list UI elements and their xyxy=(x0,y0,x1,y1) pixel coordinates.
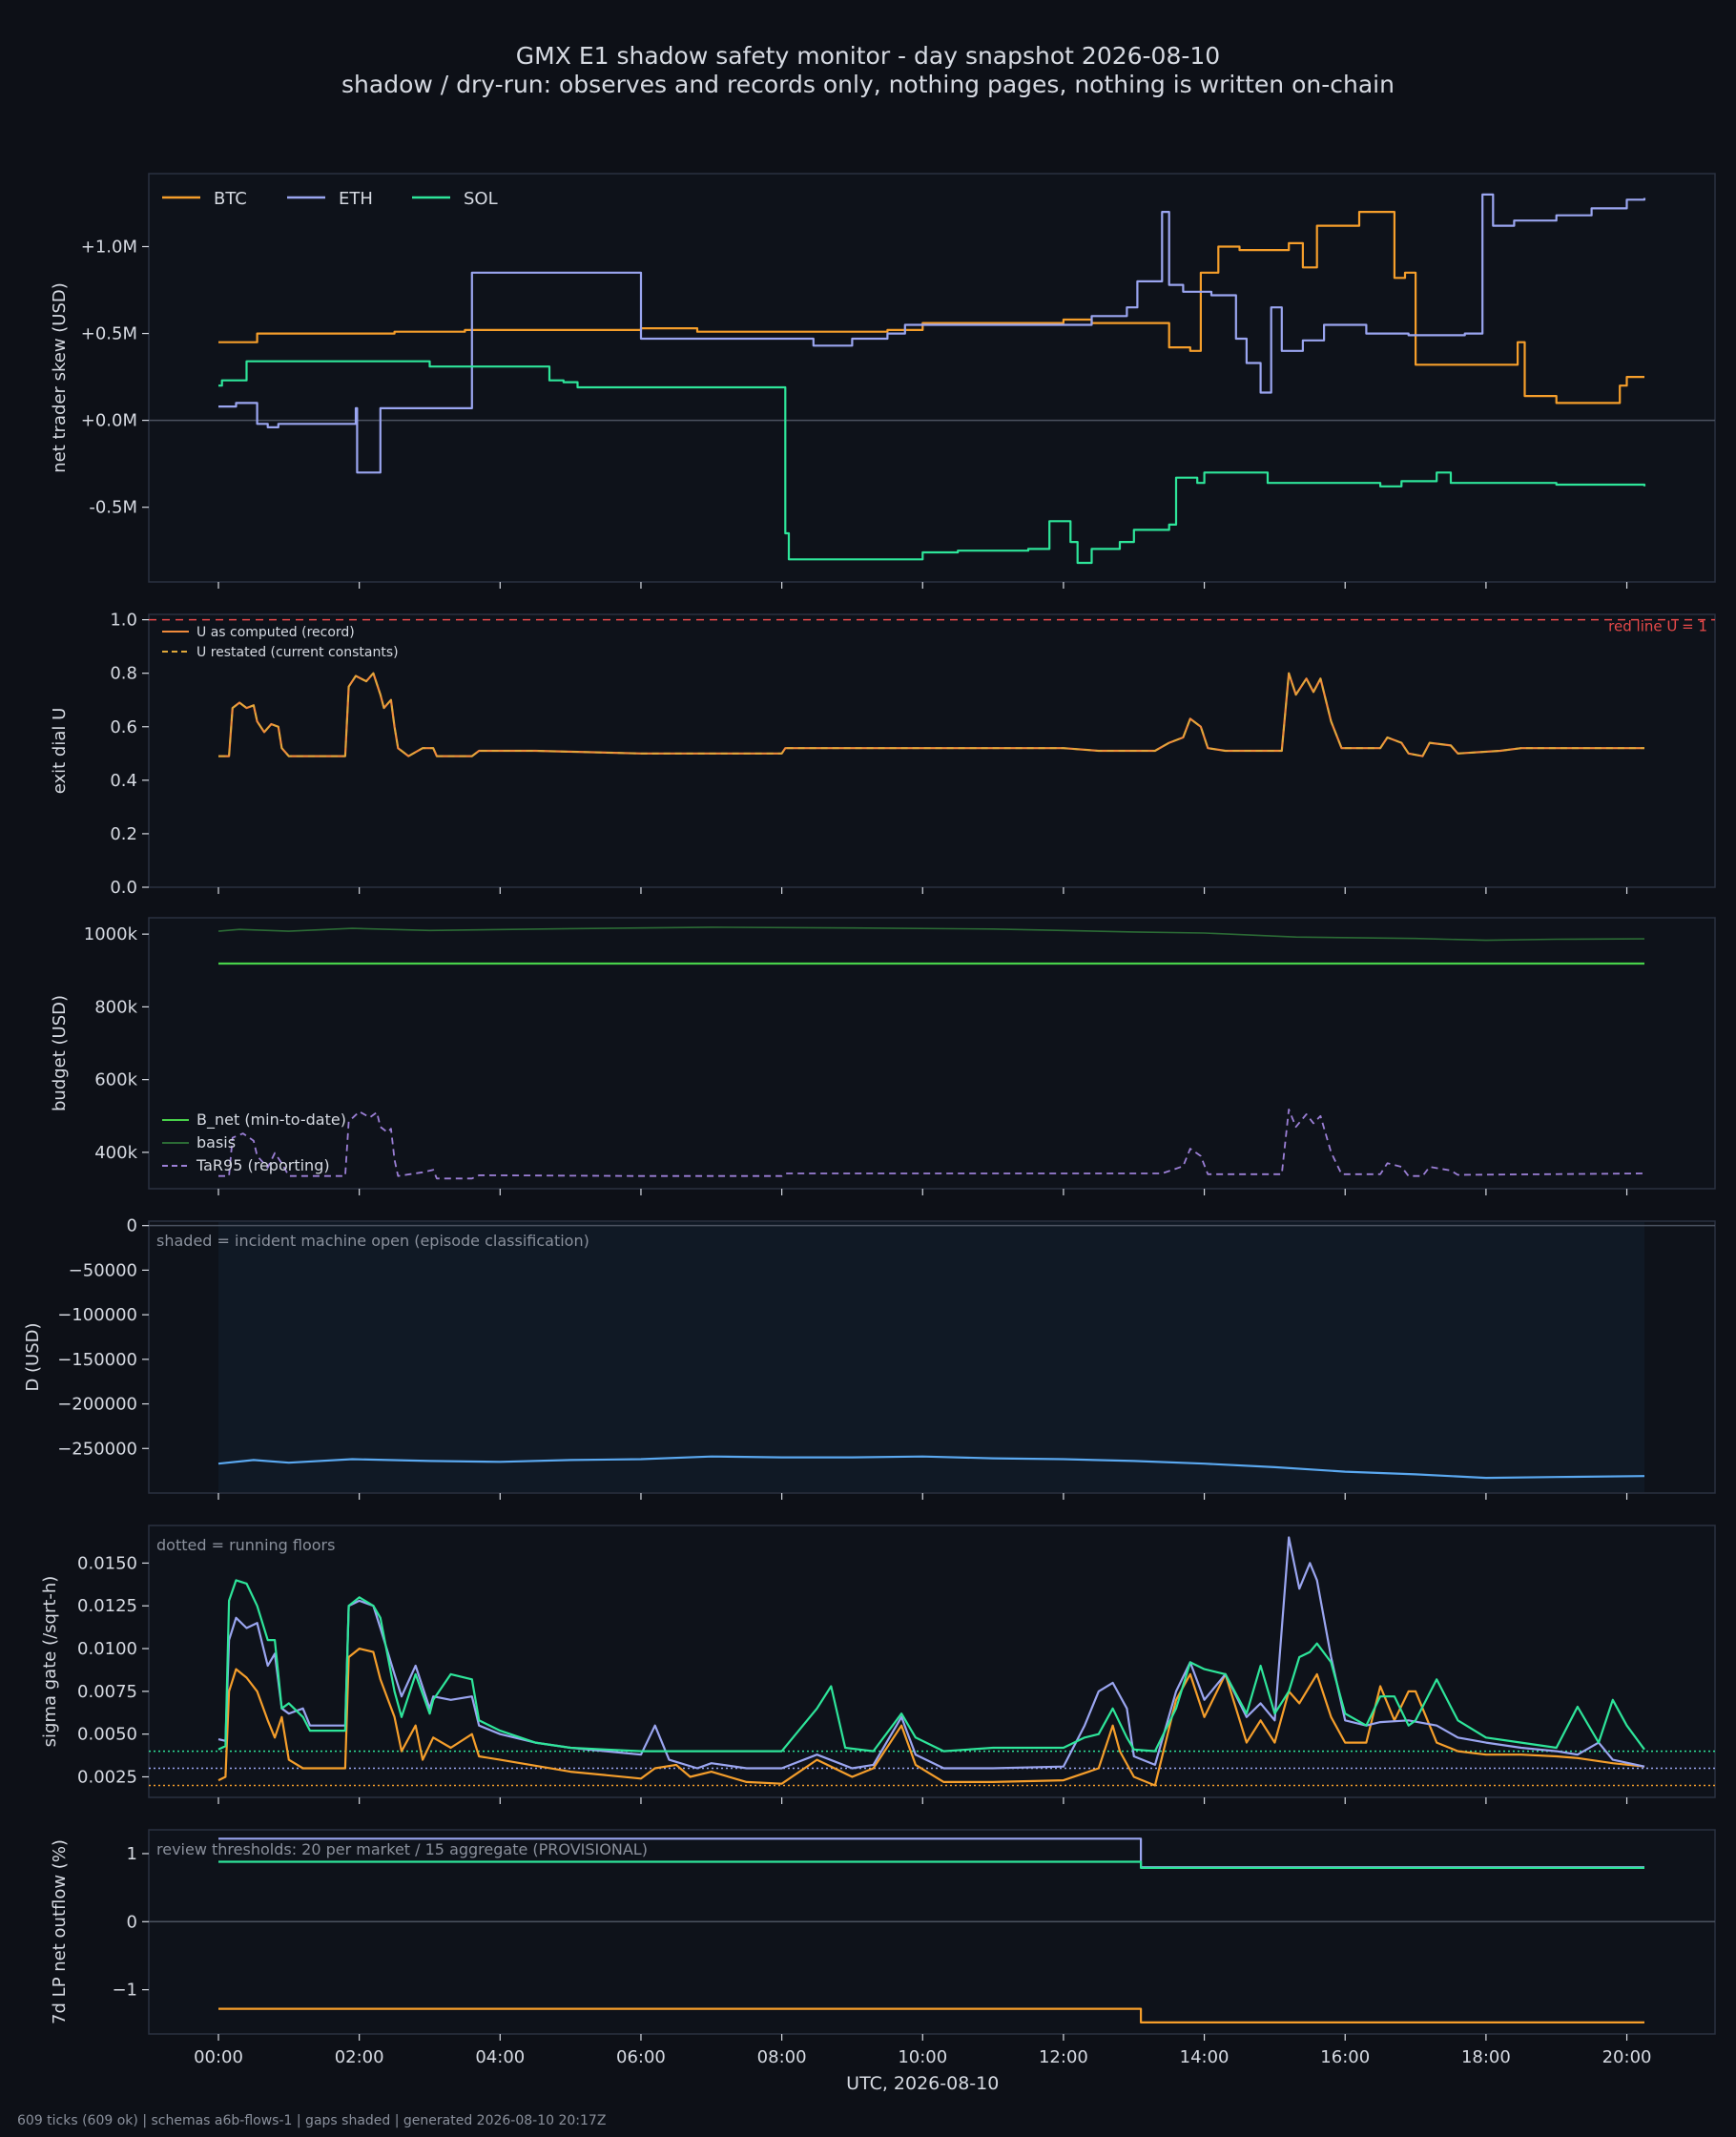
y-axis-label: sigma gate (/sqrt-h) xyxy=(40,1576,60,1748)
y-tick-label: +1.0M xyxy=(81,237,137,257)
y-tick-label: 0.0 xyxy=(110,878,137,898)
chart-title: GMX E1 shadow safety monitor - day snaps… xyxy=(515,42,1221,70)
annotation: dotted = running floors xyxy=(156,1536,335,1554)
panel-lp_outflow: 1 0 −1 7d LP net outflow (%) review threshol… xyxy=(50,1829,1716,2094)
y-tick-label: 600k xyxy=(94,1070,137,1090)
y-tick-label: −250000 xyxy=(57,1439,137,1459)
x-tick-label: 16:00 xyxy=(1320,2047,1370,2067)
series-line-sol xyxy=(218,1860,1644,1869)
y-tick-label: −50000 xyxy=(69,1260,137,1280)
y-tick-label: +0.0M xyxy=(81,411,137,431)
y-axis-label: D (USD) xyxy=(23,1322,43,1391)
x-tick-label: 18:00 xyxy=(1461,2047,1511,2067)
legend-label: BTC xyxy=(214,189,247,209)
x-tick-label: 10:00 xyxy=(898,2047,947,2067)
y-tick-label: 1 xyxy=(127,1844,137,1864)
legend-label: TaR95 (reporting) xyxy=(196,1156,330,1174)
x-tick-label: 02:00 xyxy=(335,2047,384,2067)
plot-area xyxy=(148,917,1716,1190)
y-tick-label: +0.5M xyxy=(81,324,137,344)
y-tick-label: 0.6 xyxy=(110,717,137,737)
y-axis-label: exit dial U xyxy=(50,708,70,795)
y-tick-label: 0.8 xyxy=(110,664,137,684)
y-tick-label: -0.5M xyxy=(89,498,137,518)
x-tick-label: 20:00 xyxy=(1602,2047,1652,2067)
legend-label: ETH xyxy=(339,189,373,209)
y-tick-label: −200000 xyxy=(57,1395,137,1415)
x-tick-label: 14:00 xyxy=(1180,2047,1230,2067)
y-tick-label: −1 xyxy=(112,1981,137,2001)
plot-area xyxy=(148,1525,1716,1798)
legend-label: B_net (min-to-date) xyxy=(196,1110,346,1130)
series-line-sol xyxy=(217,1579,1645,1753)
y-tick-label: 0 xyxy=(127,1912,137,1932)
y-tick-label: 0.0050 xyxy=(77,1725,137,1745)
annotation: review thresholds: 20 per market / 15 ag… xyxy=(156,1840,648,1858)
panel-drawdown: 0 −50000 −100000 −150000 −200000 −250000 D (US… xyxy=(23,1216,1716,1500)
x-axis-label: UTC, 2026-08-10 xyxy=(846,2073,999,2094)
y-tick-label: 0.4 xyxy=(110,771,137,791)
y-tick-label: −150000 xyxy=(57,1350,137,1370)
x-tick-label: 06:00 xyxy=(616,2047,666,2067)
y-tick-label: 400k xyxy=(94,1143,137,1163)
x-tick-label: 04:00 xyxy=(475,2047,525,2067)
legend-label: SOL xyxy=(464,189,498,209)
panel-skew: +1.0M +0.5M +0.0M -0.5M net trader skew (USD… xyxy=(50,173,1716,589)
series-line-sol xyxy=(218,360,1646,565)
y-axis-label: net trader skew (USD) xyxy=(50,282,70,473)
annotation: shaded = incident machine open (episode … xyxy=(156,1232,589,1250)
panel-exit_dial: 0.0 0.2 0.4 0.6 0.8 1.0 exit dial U red line U … xyxy=(50,611,1716,898)
y-tick-label: 1000k xyxy=(84,924,138,944)
incident-shade xyxy=(218,1222,1644,1492)
y-axis-label: budget (USD) xyxy=(50,995,70,1111)
panel-sigma_gate: 0.0025 0.0050 0.0075 0.0100 0.0125 0.0150 sigm… xyxy=(40,1525,1716,1804)
legend-label: U as computed (record) xyxy=(196,625,355,640)
plot-area xyxy=(148,1829,1716,2035)
plot-area xyxy=(148,173,1716,583)
y-axis-label: 7d LP net outflow (%) xyxy=(50,1839,70,2024)
y-tick-label: 800k xyxy=(94,997,137,1017)
series-line-tar95-reporting- xyxy=(218,1109,1645,1180)
footer-status: 609 ticks (609 ok) | schemas a6b-flows-1… xyxy=(17,2113,607,2128)
series-line-btc xyxy=(218,211,1644,405)
legend-label: U restated (current constants) xyxy=(196,645,399,660)
series-line-eth xyxy=(218,193,1646,474)
y-tick-label: 0.2 xyxy=(110,824,137,844)
y-tick-label: 0.0100 xyxy=(77,1639,137,1659)
x-tick-label: 12:00 xyxy=(1039,2047,1088,2067)
x-tick-label: 08:00 xyxy=(757,2047,807,2067)
plot-area xyxy=(148,613,1716,888)
y-tick-label: 0.0075 xyxy=(77,1682,137,1702)
y-tick-label: 0 xyxy=(127,1216,137,1236)
legend-label: basis xyxy=(196,1133,236,1151)
y-tick-label: 0.0150 xyxy=(77,1553,137,1573)
chart-subtitle: shadow / dry-run: observes and records o… xyxy=(341,71,1395,98)
y-tick-label: 0.0125 xyxy=(77,1596,137,1616)
y-tick-label: −100000 xyxy=(57,1305,137,1325)
series-line-d xyxy=(217,1455,1645,1480)
annotation: red line U = 1 xyxy=(1608,618,1707,635)
x-tick-label: 00:00 xyxy=(194,2047,243,2067)
y-tick-label: 0.0025 xyxy=(77,1767,137,1787)
series-line-u-restated-current-constants- xyxy=(218,672,1644,757)
y-tick-label: 1.0 xyxy=(110,611,137,631)
panel-budget: 400k 600k 800k 1000k budget (USD) B_net (min-… xyxy=(50,917,1716,1195)
series-line-btc xyxy=(218,2007,1644,2023)
series-line-basis xyxy=(217,926,1645,942)
